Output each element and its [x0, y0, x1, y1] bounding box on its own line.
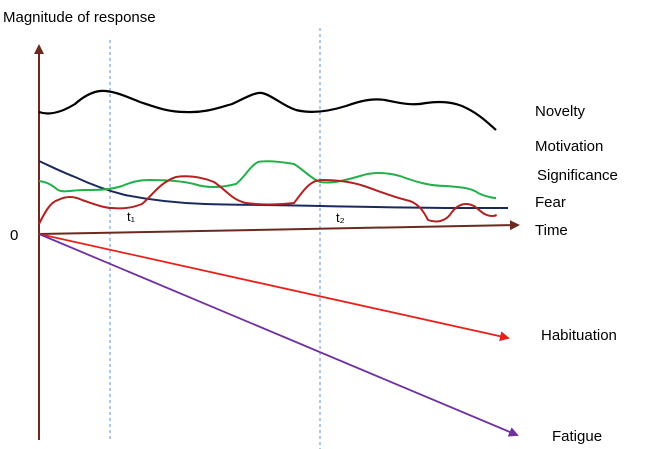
motivation-curve [38, 160, 508, 209]
novelty-curve [38, 89, 497, 131]
significance-curve [38, 160, 497, 199]
habituation-label: Habituation [541, 327, 617, 344]
significance-label: Significance [537, 167, 618, 184]
fatigue-label: Fatigue [552, 428, 602, 445]
time-label: Time [535, 222, 568, 239]
t2-label: t₂ [336, 210, 345, 225]
fear-curve [38, 175, 497, 225]
novelty-label: Novelty [535, 103, 586, 120]
fatigue-arrow [38, 233, 519, 437]
fear-label: Fear [535, 194, 566, 211]
habituation-arrow [38, 233, 510, 342]
time-axis [38, 220, 520, 235]
motivation-label: Motivation [535, 138, 603, 155]
t1-label: t₁ [127, 209, 136, 224]
origin-label: 0 [10, 227, 18, 244]
y-axis-label: Magnitude of response [3, 9, 156, 26]
